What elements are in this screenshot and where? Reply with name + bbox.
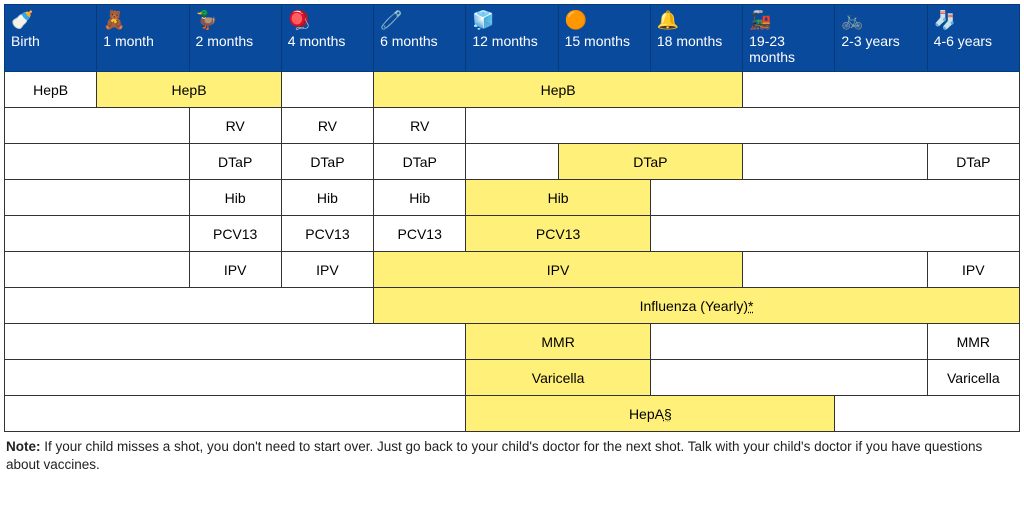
- header-row: 🍼 Birth 🧸 1 month 🦆 2 months 🪀 4 months 🧷 6 month…: [5, 5, 1020, 72]
- vaccine-cell: DTaP: [558, 144, 743, 180]
- vaccine-row: MMR MMR: [5, 324, 1020, 360]
- age-icon: 🍼: [11, 9, 90, 31]
- age-label: 1 month: [103, 33, 182, 49]
- vaccine-cell: DTaP: [374, 144, 466, 180]
- age-column-header: 🚂19-23 months: [743, 5, 835, 72]
- vaccine-cell: Hib: [281, 180, 373, 216]
- age-column-header: 🧊 12 months: [466, 5, 558, 72]
- vaccine-cell: IPV: [374, 252, 743, 288]
- vaccine-row: PCV13PCV13PCV13PCV13: [5, 216, 1020, 252]
- empty-cell: [650, 360, 927, 396]
- age-label: 12 months: [472, 33, 551, 49]
- vaccine-cell: MMR: [466, 324, 651, 360]
- age-icon: 🔔: [657, 9, 736, 31]
- vaccine-row: IPVIPVIPVIPV: [5, 252, 1020, 288]
- age-label: 18 months: [657, 33, 736, 49]
- age-icon: 🧷: [380, 9, 459, 31]
- vaccine-row: RVRVRV: [5, 108, 1020, 144]
- vaccine-cell: PCV13: [189, 216, 281, 252]
- empty-cell: [466, 144, 558, 180]
- age-label: 15 months: [565, 33, 644, 49]
- vaccine-cell: RV: [374, 108, 466, 144]
- age-label: 4-6 years: [934, 33, 1013, 49]
- age-label: 2 months: [196, 33, 275, 49]
- empty-cell: [650, 180, 1019, 216]
- vaccine-cell: IPV: [927, 252, 1019, 288]
- vaccine-row: Varicella Varicella: [5, 360, 1020, 396]
- empty-cell: [5, 180, 190, 216]
- vaccine-row: HepBHepBHepB: [5, 72, 1020, 108]
- age-icon: 🚂: [749, 9, 828, 31]
- age-column-header: 🧦 4-6 years: [927, 5, 1019, 72]
- vaccine-cell: RV: [281, 108, 373, 144]
- vaccine-cell: DTaP: [189, 144, 281, 180]
- schedule-wrapper: 🍼 Birth 🧸 1 month 🦆 2 months 🪀 4 months 🧷 6 month…: [4, 4, 1020, 475]
- empty-cell: [5, 216, 190, 252]
- age-icon: 🟠: [565, 9, 644, 31]
- vaccine-row: DTaPDTaPDTaPDTaPDTaP: [5, 144, 1020, 180]
- age-icon: 🧸: [103, 9, 182, 31]
- age-label: Birth: [11, 33, 90, 49]
- vaccine-cell: Hib: [189, 180, 281, 216]
- vaccine-row: Influenza (Yearly)*: [5, 288, 1020, 324]
- age-column-header: 🧷 6 months: [374, 5, 466, 72]
- empty-cell: [5, 288, 374, 324]
- vaccine-row: HibHibHibHib: [5, 180, 1020, 216]
- footnote-label: Note:: [6, 439, 41, 454]
- empty-cell: [466, 108, 1020, 144]
- footnote-text: If your child misses a shot, you don't n…: [6, 439, 982, 472]
- age-icon: 🧦: [934, 9, 1013, 31]
- empty-cell: [743, 252, 928, 288]
- vaccine-cell: PCV13: [374, 216, 466, 252]
- vaccine-cell: HepB: [97, 72, 282, 108]
- age-icon: 🧊: [472, 9, 551, 31]
- age-label: 4 months: [288, 33, 367, 49]
- footnote: Note: If your child misses a shot, you d…: [4, 432, 1020, 474]
- vaccine-cell: HepB: [5, 72, 97, 108]
- empty-cell: [281, 72, 373, 108]
- age-column-header: 🧸 1 month: [97, 5, 189, 72]
- age-icon: 🚲: [841, 9, 920, 31]
- empty-cell: [5, 324, 466, 360]
- age-column-header: 🔔 18 months: [650, 5, 742, 72]
- vaccine-cell: Varicella: [927, 360, 1019, 396]
- vaccine-cell: DTaP: [281, 144, 373, 180]
- vaccine-cell: DTaP: [927, 144, 1019, 180]
- empty-cell: [5, 360, 466, 396]
- vaccine-cell: PCV13: [466, 216, 651, 252]
- age-icon: 🦆: [196, 9, 275, 31]
- empty-cell: [5, 396, 466, 432]
- empty-cell: [5, 108, 190, 144]
- age-icon: 🪀: [288, 9, 367, 31]
- age-column-header: 🟠 15 months: [558, 5, 650, 72]
- empty-cell: [650, 324, 927, 360]
- empty-cell: [743, 72, 1020, 108]
- vaccine-cell: Hib: [374, 180, 466, 216]
- age-column-header: 🍼 Birth: [5, 5, 97, 72]
- age-label: 2-3 years: [841, 33, 920, 49]
- age-column-header: 🦆 2 months: [189, 5, 281, 72]
- empty-cell: [650, 216, 1019, 252]
- vaccine-cell: Influenza (Yearly)*: [374, 288, 1020, 324]
- vaccine-cell: Varicella: [466, 360, 651, 396]
- immunization-schedule-table: 🍼 Birth 🧸 1 month 🦆 2 months 🪀 4 months 🧷 6 month…: [4, 4, 1020, 432]
- age-label: 6 months: [380, 33, 459, 49]
- vaccine-cell: RV: [189, 108, 281, 144]
- vaccine-cell: MMR: [927, 324, 1019, 360]
- vaccine-cell: Hib: [466, 180, 651, 216]
- vaccine-cell: HepA§: [466, 396, 835, 432]
- age-column-header: 🪀 4 months: [281, 5, 373, 72]
- empty-cell: [5, 252, 190, 288]
- vaccine-cell: IPV: [281, 252, 373, 288]
- vaccine-cell: PCV13: [281, 216, 373, 252]
- empty-cell: [5, 144, 190, 180]
- vaccine-row: HepA§: [5, 396, 1020, 432]
- vaccine-cell: IPV: [189, 252, 281, 288]
- age-column-header: 🚲 2-3 years: [835, 5, 927, 72]
- empty-cell: [743, 144, 928, 180]
- empty-cell: [835, 396, 1020, 432]
- vaccine-cell: HepB: [374, 72, 743, 108]
- age-label: 19-23 months: [749, 33, 828, 65]
